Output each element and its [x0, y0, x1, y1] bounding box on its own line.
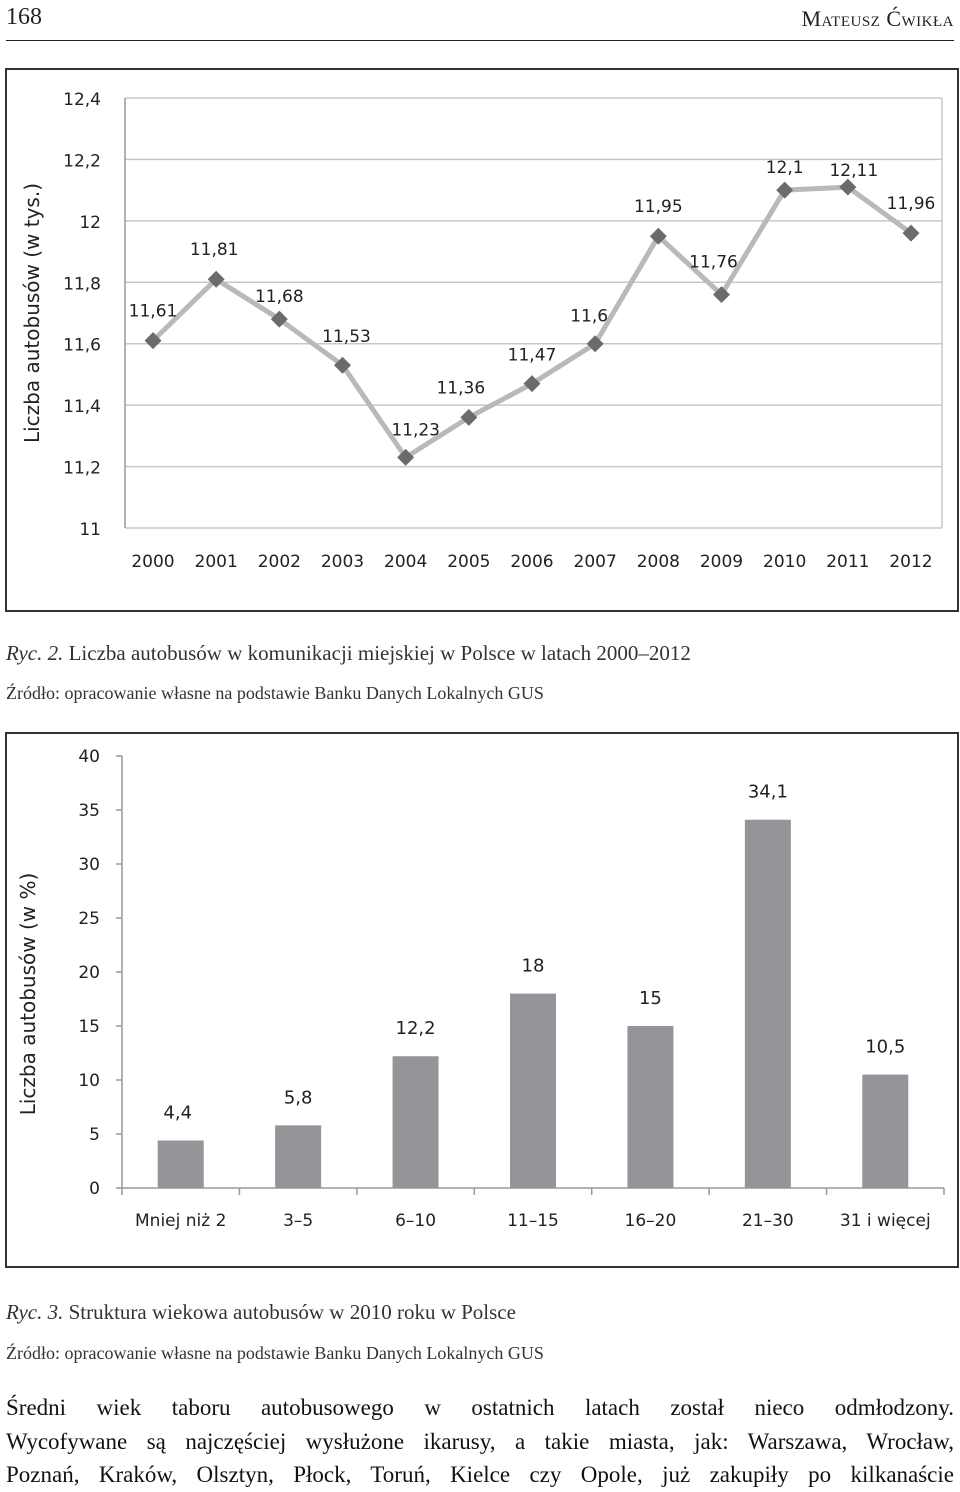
y-tick-label: 30	[78, 855, 100, 875]
bar	[744, 819, 791, 1188]
data-label: 11,76	[689, 253, 738, 273]
x-tick-label: 2001	[195, 552, 238, 572]
x-tick-label: 6–10	[395, 1211, 436, 1231]
line-chart-frame: 11 11,2 11,4 11,6 11,8 12 12,2 12,4 2000 2001 2002…	[5, 68, 959, 612]
paragraph-line-3: Poznań, Kraków, Olsztyn, Płock, Toruń, K…	[6, 1462, 954, 1487]
data-label: 15	[639, 988, 662, 1009]
x-tick-label: 2003	[321, 552, 364, 572]
y-tick-label: 0	[89, 1179, 100, 1199]
data-point-marker	[397, 448, 415, 466]
data-point-marker	[839, 178, 857, 196]
x-tick-label: 2006	[510, 552, 553, 572]
page-header: 168 Mateusz Ćwikła	[6, 0, 954, 41]
data-point-marker	[586, 335, 604, 353]
y-axis-title: Liczba autobusów (w tys.)	[20, 183, 44, 443]
bar-chart-frame: 0 5 10 15 20 25 30 35 40 4,4 Mniej niż 2 5,8 3–5 12,2…	[5, 732, 959, 1268]
data-point-marker	[460, 408, 478, 426]
data-label: 11,81	[190, 240, 239, 260]
y-tick-label: 10	[78, 1071, 100, 1091]
page-number: 168	[6, 4, 42, 30]
x-tick-label: 16–20	[625, 1211, 677, 1231]
y-tick-label: 25	[78, 909, 100, 929]
data-label: 11,68	[255, 287, 304, 307]
bar-chart: 0 5 10 15 20 25 30 35 40 4,4 Mniej niż 2 5,8 3–5 12,2…	[16, 747, 945, 1231]
data-label: 11,61	[129, 302, 178, 322]
x-tick-label: 2012	[889, 552, 932, 572]
y-tick-label: 40	[78, 747, 100, 767]
data-point-marker	[523, 375, 541, 393]
data-label: 4,4	[163, 1102, 192, 1123]
data-label: 11,23	[391, 420, 440, 440]
bar	[862, 1074, 909, 1188]
running-head-author: Mateusz Ćwikła	[801, 6, 954, 31]
data-label: 11,96	[887, 194, 936, 214]
figure2-title: Liczba autobusów w komunikacji miejskiej…	[68, 641, 691, 665]
x-tick-label: 2011	[826, 552, 869, 572]
data-point-marker	[207, 270, 225, 288]
bar	[510, 993, 556, 1188]
y-tick-label: 5	[89, 1125, 100, 1145]
data-point-marker	[649, 227, 667, 245]
y-tick-label: 20	[78, 963, 100, 983]
y-tick-label: 11,2	[63, 459, 101, 479]
paragraph-line-2: Wycofywane są najczęściej wysłużone ikar…	[6, 1429, 954, 1454]
series-line	[151, 184, 913, 460]
y-axis-title: Liczba autobusów (w %)	[16, 873, 40, 1116]
bar	[275, 1125, 322, 1188]
data-label: 12,11	[829, 161, 878, 181]
x-tick-label: Mniej niż 2	[135, 1211, 226, 1231]
data-point-marker	[776, 181, 794, 199]
x-tick-label: 11–15	[507, 1211, 559, 1231]
y-tick-label: 15	[78, 1017, 100, 1037]
y-tick-label: 11	[79, 520, 101, 540]
data-label: 11,36	[436, 378, 485, 398]
x-tick-label: 2000	[131, 552, 174, 572]
figure3-source: Źródło: opracowanie własne na podstawie …	[6, 1343, 544, 1363]
figure3-title: Struktura wiekowa autobusów w 2010 roku …	[68, 1300, 516, 1324]
data-point-marker	[144, 332, 162, 350]
x-tick-label: 31 i więcej	[840, 1211, 931, 1231]
bar	[392, 1056, 439, 1188]
y-tick-label: 12,4	[63, 90, 101, 110]
data-point-marker	[334, 356, 351, 374]
y-tick-label: 35	[78, 801, 100, 821]
data-label: 11,53	[322, 327, 371, 347]
y-tick-label: 11,4	[63, 397, 101, 417]
data-label: 34,1	[748, 782, 788, 803]
y-tick-label: 12,2	[63, 151, 101, 171]
figure3-number: Ryc. 3.	[6, 1300, 64, 1324]
x-tick-label: 21–30	[742, 1211, 794, 1231]
data-point-marker	[902, 224, 920, 242]
x-tick-label: 2004	[384, 552, 427, 572]
x-tick-label: 2002	[258, 552, 301, 572]
y-tick-label: 11,8	[63, 274, 101, 294]
figure2-number: Ryc. 2.	[6, 641, 64, 665]
data-label: 11,95	[634, 197, 683, 217]
figure2-source: Źródło: opracowanie własne na podstawie …	[6, 683, 544, 703]
y-tick-label: 12	[79, 213, 101, 233]
data-label: 18	[522, 956, 545, 977]
data-label: 12,2	[396, 1018, 436, 1039]
figure3-caption: Ryc. 3. Struktura wiekowa autobusów w 20…	[6, 1300, 516, 1325]
data-label: 5,8	[284, 1087, 313, 1108]
y-tick-label: 11,6	[63, 336, 101, 356]
data-point-marker	[713, 286, 730, 304]
x-tick-label: 2005	[447, 552, 490, 572]
data-label: 11,6	[570, 307, 608, 327]
x-tick-label: 2010	[763, 552, 806, 572]
data-label: 10,5	[865, 1037, 905, 1058]
data-label: 12,1	[766, 158, 804, 178]
paragraph-line-1: Średni wiek taboru autobusowego w ostatn…	[6, 1395, 954, 1420]
figure2-caption: Ryc. 2. Liczba autobusów w komunikacji m…	[6, 641, 691, 666]
line-chart: 11 11,2 11,4 11,6 11,8 12 12,2 12,4 2000 2001 2002…	[20, 90, 943, 572]
x-tick-label: 2009	[700, 552, 743, 572]
x-tick-label: 2008	[637, 552, 680, 572]
x-tick-label: 3–5	[283, 1211, 313, 1231]
data-label: 11,47	[508, 346, 557, 366]
bar	[157, 1140, 204, 1188]
bar	[627, 1026, 674, 1188]
data-point-marker	[270, 310, 288, 328]
x-tick-label: 2007	[574, 552, 617, 572]
